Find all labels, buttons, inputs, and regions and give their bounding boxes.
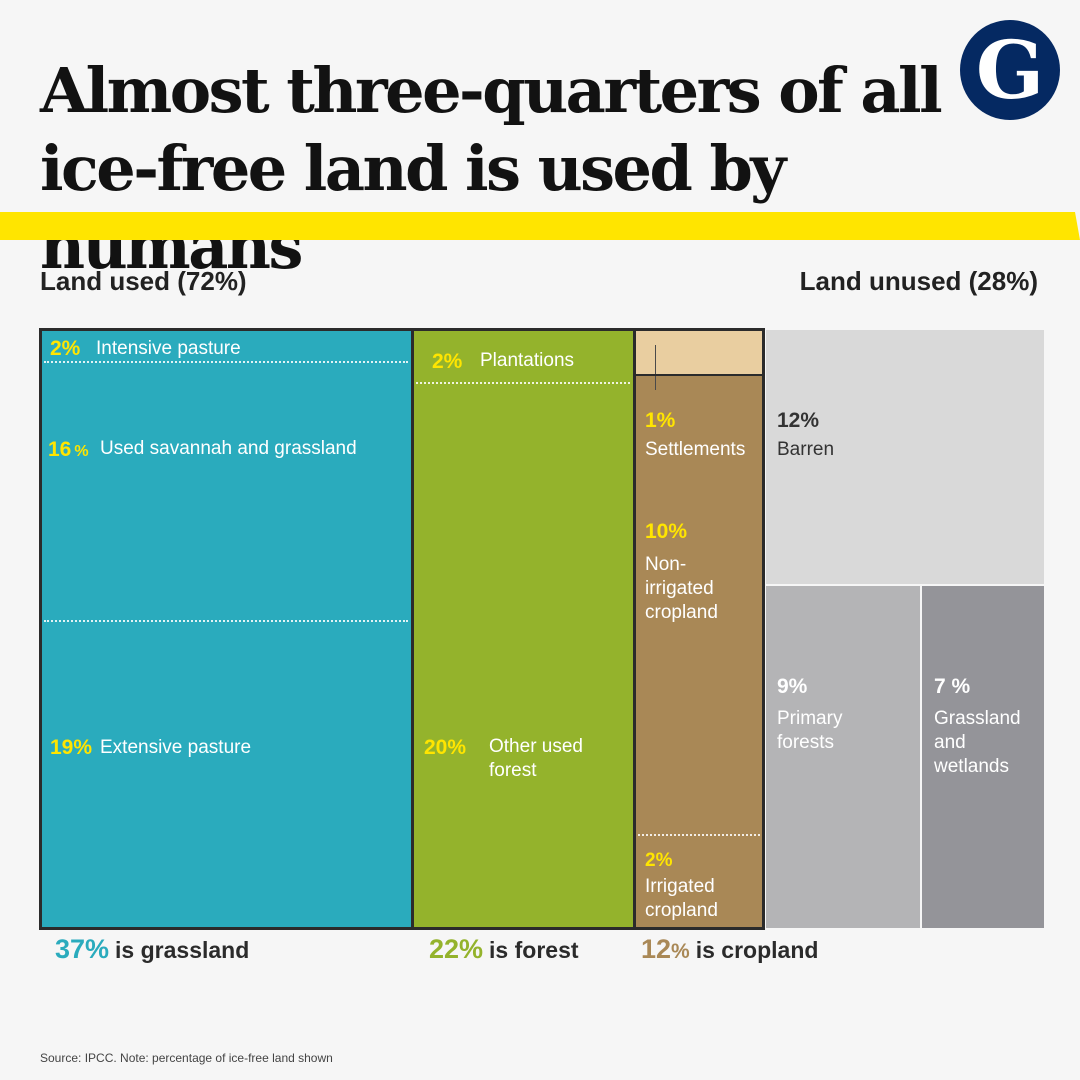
cropland-summary-suffix: % — [671, 940, 690, 963]
cropland-divider — [638, 834, 760, 836]
grassland-summary-value: 37% — [55, 934, 110, 964]
cropland-summary-value: 12 — [641, 934, 672, 964]
forest-summary-label: is forest — [489, 937, 579, 963]
primary-forests-cell — [766, 586, 920, 928]
used-savannah-pct: 16% — [48, 438, 89, 462]
title-line-1: Almost three-quarters of all — [40, 54, 943, 127]
land-unused-heading: Land unused (28%) — [799, 266, 1038, 296]
irrigated-cropland-label: Irrigated cropland — [645, 876, 718, 921]
used-savannah-pct-suffix: % — [74, 443, 89, 460]
other-used-forest-pct: 20% — [424, 736, 467, 759]
settlements-label: Settlements — [645, 439, 746, 460]
settlements-leader-line — [655, 345, 656, 390]
cropland-column — [634, 375, 764, 929]
cropland-summary: 12% is cropland — [641, 934, 818, 965]
intensive-pasture-pct: 2% — [50, 337, 81, 360]
land-used-heading: Land used (72%) — [40, 266, 247, 296]
irrigated-cropland-pct: 2% — [645, 850, 673, 871]
non-irrigated-cropland-pct: 10% — [645, 520, 688, 543]
barren-pct: 12% — [777, 409, 820, 432]
primary-forests-pct: 9% — [777, 675, 808, 698]
extensive-pasture-pct: 19% — [50, 736, 93, 759]
other-used-forest-label: Other used forest — [489, 736, 583, 781]
forest-summary: 22% is forest — [429, 934, 579, 965]
barren-label: Barren — [777, 439, 835, 460]
settlements-pct: 1% — [645, 409, 676, 432]
non-irrigated-cropland-label: Non-irrigated cropland — [645, 554, 718, 623]
plantations-label: Plantations — [480, 350, 575, 371]
cropland-summary-label: is cropland — [695, 937, 819, 963]
grassland-divider-2 — [44, 620, 408, 622]
primary-forests-label: Primary forests — [777, 708, 843, 753]
grassland-summary-label: is grassland — [115, 937, 250, 963]
logo-letter: G — [976, 23, 1044, 117]
used-savannah-label: Used savannah and grassland — [100, 438, 357, 459]
grassland-wetlands-cell — [922, 586, 1044, 928]
title-line-2: ice-free land is used by humans — [40, 132, 786, 283]
settlements-divider — [634, 374, 764, 376]
used-savannah-pct-value: 16 — [48, 438, 72, 461]
grassland-wetlands-label: Grassland and wetlands — [934, 708, 1021, 777]
forest-column — [412, 329, 634, 929]
intensive-pasture-label: Intensive pasture — [96, 338, 241, 359]
guardian-logo: G — [960, 20, 1060, 120]
yellow-highlight-bar — [0, 212, 1080, 240]
grassland-column — [40, 329, 412, 929]
forest-summary-value: 22% — [429, 934, 484, 964]
barren-cell — [766, 330, 1044, 584]
page-title: Almost three-quarters of all ice-free la… — [40, 52, 1000, 286]
forest-divider — [416, 382, 630, 384]
grassland-summary: 37% is grassland — [55, 934, 249, 965]
source-note: Source: IPCC. Note: percentage of ice-fr… — [40, 1051, 333, 1065]
plantations-pct: 2% — [432, 350, 463, 373]
grassland-wetlands-pct: 7 % — [934, 675, 971, 698]
grassland-divider-1 — [44, 361, 408, 363]
settlements-cell — [634, 329, 764, 375]
extensive-pasture-label: Extensive pasture — [100, 737, 252, 758]
